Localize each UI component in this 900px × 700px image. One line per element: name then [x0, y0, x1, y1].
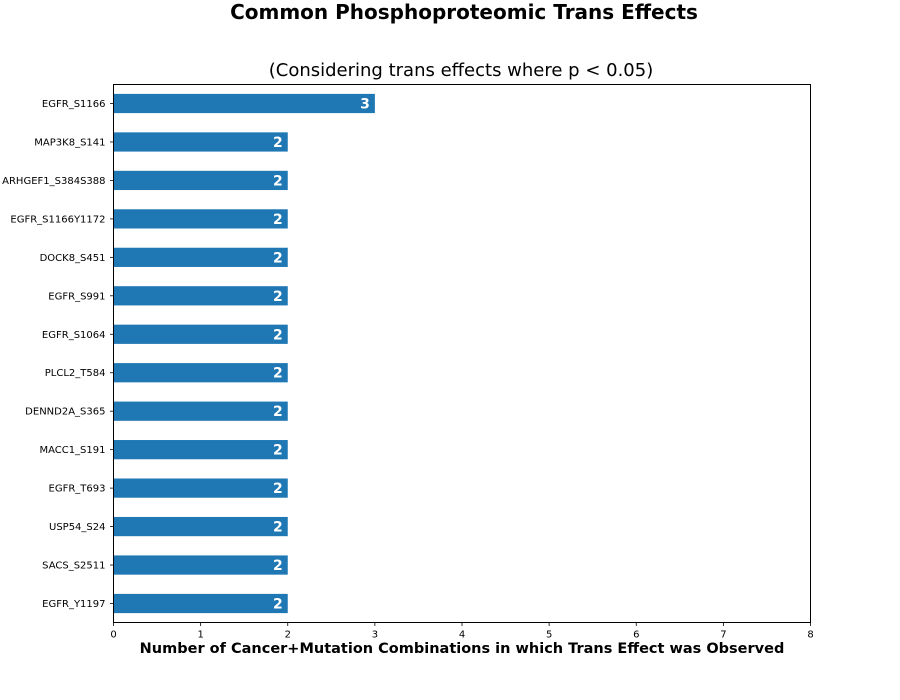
bar-plcl2-t584 — [113, 363, 288, 383]
x-tick-label: 2 — [285, 630, 291, 641]
y-tick-label: MAP3K8_S141 — [34, 137, 105, 148]
y-tick-label: ARHGEF1_S384S388 — [2, 176, 105, 187]
y-tick-label: EGFR_S991 — [48, 291, 105, 302]
bar-egfr-s1166 — [113, 93, 375, 114]
chart-title: Common Phosphoproteomic Trans Effects — [230, 0, 698, 24]
plot-frame — [113, 84, 811, 623]
x-tick-label: 6 — [633, 630, 639, 641]
bar-value-label: 2 — [273, 289, 283, 305]
bar-egfr-s991 — [113, 286, 288, 306]
bar-value-label: 2 — [273, 520, 283, 536]
y-tick-label: USP54_S24 — [49, 522, 106, 533]
bar-usp54-s24 — [113, 516, 288, 537]
x-tick-label: 8 — [807, 630, 813, 641]
bar-egfr-t693 — [113, 478, 288, 498]
x-tick-label: 4 — [459, 630, 465, 641]
ticks-layer: EGFR_S1166 MAP3K8_S141 ARHGEF1_S384S388 EGF… — [2, 99, 814, 641]
bar-dennd2a-s365 — [113, 401, 288, 421]
y-tick-label: EGFR_T693 — [49, 484, 106, 495]
bar-value-label: 2 — [273, 597, 283, 613]
bar-egfr-s1166y1172 — [113, 209, 288, 229]
bar-value-label: 2 — [273, 366, 283, 382]
x-tick-label: 0 — [110, 630, 116, 641]
bar-value-label: 3 — [360, 97, 370, 113]
bar-map3k8-s141 — [113, 132, 288, 152]
bar-value-label: 2 — [273, 558, 283, 574]
y-tick-label: PLCL2_T584 — [45, 368, 106, 379]
bar-value-label: 2 — [273, 481, 283, 497]
bar-value-label: 2 — [273, 443, 283, 459]
x-tick-label: 7 — [720, 630, 726, 641]
y-tick-label: EGFR_S1166Y1172 — [10, 214, 105, 225]
bar-dock8-s451 — [113, 247, 288, 267]
y-tick-label: MACC1_S191 — [39, 445, 105, 456]
bar-arhgef1-s384s388 — [113, 170, 288, 191]
x-axis-label: Number of Cancer+Mutation Combinations i… — [139, 641, 785, 657]
y-tick-label: SACS_S2511 — [42, 561, 105, 572]
bar-macc1-s191 — [113, 440, 288, 460]
bar-egfr-s1064 — [113, 324, 288, 344]
x-tick-label: 1 — [197, 630, 203, 641]
bar-sacs-s2511 — [113, 555, 288, 575]
x-tick-label: 5 — [546, 630, 552, 641]
bar-value-label: 2 — [273, 250, 283, 266]
bar-value-label: 2 — [273, 212, 283, 228]
bar-value-label: 2 — [273, 404, 283, 420]
bar-value-label: 2 — [273, 327, 283, 343]
bar-egfr-y1197 — [113, 593, 288, 614]
bars-layer: 3 2 2 2 2 2 2 2 2 2 2 2 2 2 — [113, 93, 375, 614]
y-tick-label: EGFR_Y1197 — [42, 599, 105, 610]
y-tick-label: EGFR_S1064 — [42, 330, 106, 341]
y-tick-label: DOCK8_S451 — [40, 253, 106, 264]
y-tick-label: DENND2A_S365 — [25, 407, 105, 418]
bar-value-label: 2 — [273, 135, 283, 151]
y-tick-label: EGFR_S1166 — [42, 99, 106, 110]
bar-value-label: 2 — [273, 173, 283, 189]
x-tick-label: 3 — [372, 630, 378, 641]
chart-subtitle: (Considering trans effects where p < 0.0… — [268, 60, 654, 81]
